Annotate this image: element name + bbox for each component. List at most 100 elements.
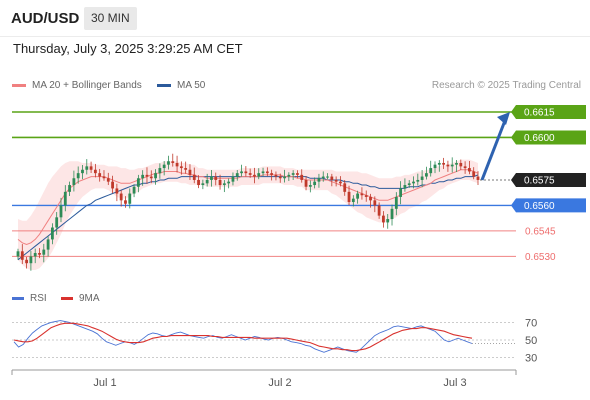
legend-ma50: MA 50	[157, 80, 205, 91]
candle-body	[360, 193, 364, 196]
candle-body	[218, 179, 222, 186]
timeframe-button[interactable]: 30 MIN	[84, 7, 137, 30]
x-axis: Jul 1 Jul 2 Jul 3	[11, 369, 517, 389]
level-tag-0.6560	[511, 198, 586, 213]
rsi-ma-label: 9MA	[79, 293, 100, 304]
candle-body	[278, 176, 282, 179]
level-label-0.6530: 0.6530	[525, 252, 556, 263]
candle-body	[192, 174, 196, 180]
candle-body	[20, 251, 24, 260]
candle-body	[403, 185, 407, 189]
candle-body	[184, 168, 188, 170]
candle-body	[321, 176, 325, 179]
candle-body	[248, 173, 252, 175]
candle-body	[179, 166, 183, 169]
candle-body	[291, 173, 295, 175]
candle-body	[339, 181, 342, 184]
candle-body	[201, 183, 205, 186]
candle-body	[46, 239, 50, 250]
candle-body	[89, 166, 93, 170]
rsi-line	[13, 320, 473, 353]
legend-ma20: MA 20 + Bollinger Bands	[12, 80, 142, 91]
candles-layer	[16, 153, 480, 271]
candle-body	[386, 219, 390, 223]
candle-body	[72, 178, 76, 186]
legend-rsi-ma: 9MA	[61, 293, 100, 304]
ma50-swatch	[157, 84, 171, 87]
candle-body	[167, 161, 170, 165]
candle-body	[382, 215, 385, 223]
candle-body	[364, 195, 368, 197]
candle-body	[313, 181, 317, 186]
candle-body	[265, 171, 269, 174]
candle-body	[25, 259, 28, 264]
candle-body	[373, 200, 377, 206]
x-axis-label-2: Jul 3	[443, 377, 466, 389]
candle-body	[244, 171, 248, 174]
candle-body	[68, 185, 71, 192]
candle-body	[317, 178, 321, 182]
candle-body	[154, 173, 157, 179]
candle-body	[463, 166, 467, 169]
candle-body	[390, 208, 394, 220]
candle-body	[296, 173, 299, 175]
candle-body	[16, 251, 20, 257]
candle-body	[76, 173, 80, 179]
candle-body	[472, 171, 476, 177]
chart-header: AUD/USD 30 MIN	[0, 0, 590, 37]
candle-body	[274, 174, 278, 177]
candle-body	[287, 174, 291, 177]
candle-body	[437, 162, 441, 165]
rsi-level-label-70: 70	[525, 317, 537, 329]
candle-body	[455, 162, 458, 165]
candle-body	[188, 169, 192, 175]
candle-body	[343, 183, 347, 192]
candle-body	[63, 191, 67, 206]
rsi-panel: 70 50 30	[12, 317, 537, 365]
candle-body	[145, 174, 149, 177]
candle-body	[450, 164, 454, 167]
level-label-0.6615: 0.6615	[524, 107, 555, 118]
candle-body	[210, 176, 213, 180]
candle-body	[412, 181, 415, 184]
candle-body	[124, 200, 127, 204]
level-tag-0.6575	[511, 172, 586, 187]
candle-body	[261, 171, 265, 174]
rsi-level-label-30: 30	[525, 353, 537, 365]
candle-body	[136, 178, 140, 187]
candle-body	[442, 162, 446, 165]
rsi-swatch	[12, 297, 24, 300]
x-axis-label-1: Jul 2	[268, 377, 291, 389]
candle-body	[330, 176, 334, 180]
candle-body	[128, 193, 132, 204]
candle-body	[29, 256, 33, 264]
candle-body	[308, 185, 312, 187]
candle-body	[93, 169, 97, 174]
level-label-0.6545: 0.6545	[525, 226, 556, 237]
candle-body	[158, 168, 162, 174]
candle-body	[33, 253, 37, 257]
legend-rsi: RSI	[12, 293, 47, 304]
candle-body	[468, 168, 471, 172]
level-label-0.6600: 0.6600	[524, 133, 555, 144]
research-credit: Research © 2025 Trading Central	[431, 80, 581, 91]
candle-body	[433, 164, 437, 169]
candle-body	[231, 176, 235, 182]
candle-body	[459, 162, 463, 167]
candle-body	[214, 176, 218, 180]
candle-body	[304, 179, 308, 187]
candle-body	[106, 178, 110, 182]
candle-body	[356, 193, 360, 199]
candle-body	[476, 176, 480, 180]
candle-body	[227, 181, 231, 184]
ma50-label: MA 50	[177, 80, 206, 91]
candle-body	[42, 249, 46, 255]
candle-body	[351, 198, 355, 203]
symbol-title: AUD/USD	[11, 10, 80, 27]
candle-body	[300, 174, 304, 180]
candle-body	[416, 179, 420, 182]
level-tag-0.6615	[511, 104, 586, 119]
x-axis-label-0: Jul 1	[93, 377, 116, 389]
candle-body	[270, 173, 274, 175]
projection-arrow-shaft	[480, 117, 508, 181]
